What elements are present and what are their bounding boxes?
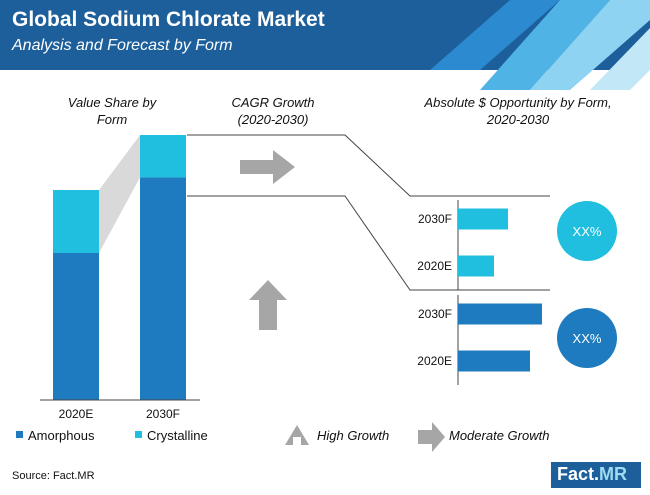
cagr-arrow-right-icon [240,150,295,184]
bar-crystalline-2020e [53,190,99,253]
y-tick-label: 2030F [418,307,452,321]
legend-high-growth-icon [285,425,309,445]
header-stripe-1 [430,0,560,70]
hbar-amorphous-2030f [458,303,542,325]
x-tick-label: 2030F [146,407,180,421]
cagr-label-crystalline: XX% [573,224,602,239]
bar-amorphous-2030f [140,177,186,400]
share-connector-band [99,135,140,253]
factmr-logo: Fact.MR [551,462,641,488]
cagr-label-amorphous: XX% [573,331,602,346]
legend-label-amorphous: Amorphous [28,428,95,443]
y-tick-label: 2020E [417,259,452,273]
legend-label-moderate-growth: Moderate Growth [449,428,550,443]
header-stripe-3 [530,0,650,90]
cagr-arrow-up-icon [249,280,287,330]
y-tick-label: 2020E [417,354,452,368]
section-label-value-share: Value Share by Form [67,95,157,127]
connector-line-bottom [187,195,550,291]
y-tick-label: 2030F [418,212,452,226]
section-label-opportunity: Absolute $ Opportunity by Form, 2020-203… [424,95,612,127]
hbar-crystalline-2020e [458,255,494,277]
legend-label-high-growth: High Growth [317,428,390,443]
x-tick-label: 2020E [59,407,94,421]
cagr-circle-crystalline [557,201,617,261]
bar-amorphous-2020e [53,253,99,400]
page-title: Global Sodium Chlorate Market [12,8,325,31]
header-stripe-2 [480,0,610,90]
legend-swatch-amorphous [16,431,23,438]
opportunity-bar-chart: 2030F 2020E 2030F 2020E [417,200,542,385]
legend-moderate-growth-icon [418,422,445,452]
legend-swatch-crystalline [135,431,142,438]
logo-text: Fact.MR [557,464,628,484]
cagr-circle-amorphous [557,308,617,368]
bar-crystalline-2030f [140,135,186,178]
page-subtitle: Analysis and Forecast by Form [12,37,233,54]
legend-label-crystalline: Crystalline [147,428,208,443]
hbar-amorphous-2020e [458,350,530,372]
stacked-bar-chart: 2020E 2030F [40,135,200,421]
section-label-cagr: CAGR Growth (2020-2030) [231,95,315,127]
connector-line-top [187,134,550,197]
header-stripe-4 [590,28,650,90]
source-note: Source: Fact.MR [12,470,95,482]
hbar-crystalline-2030f [458,208,508,230]
